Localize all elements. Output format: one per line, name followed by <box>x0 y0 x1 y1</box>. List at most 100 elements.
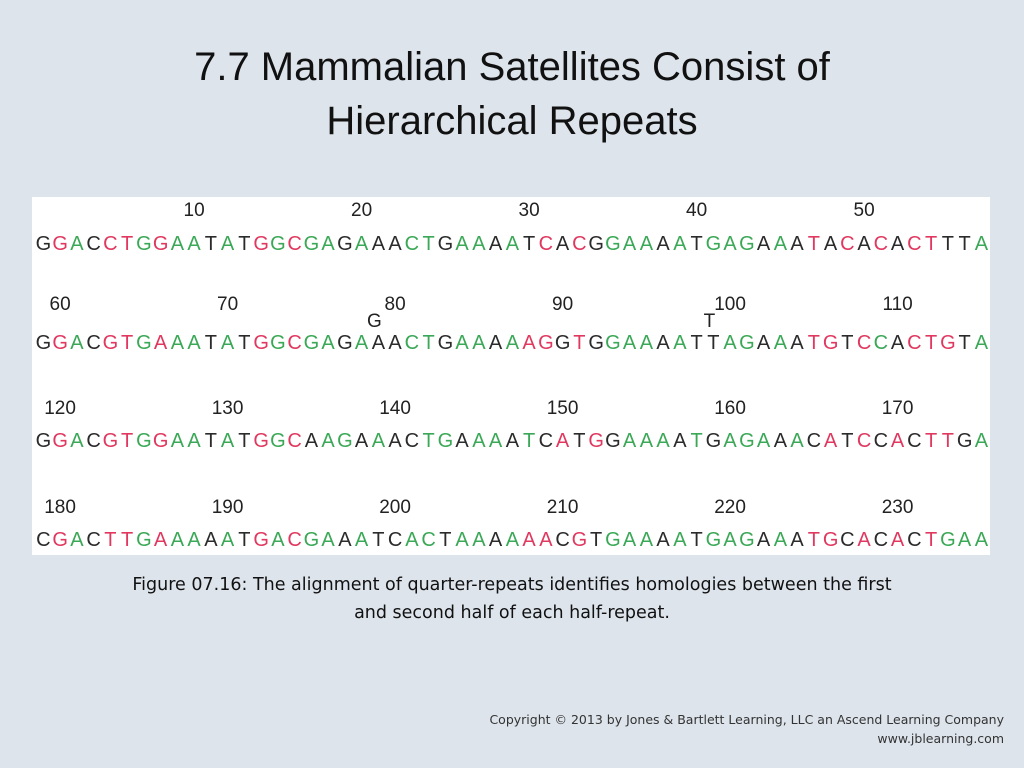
nucleotide: C <box>388 529 402 551</box>
nucleotide: A <box>857 233 871 255</box>
nucleotide: C <box>572 233 586 255</box>
nucleotide: A <box>790 529 804 551</box>
nucleotide: A <box>891 233 905 255</box>
nucleotide: G <box>706 233 722 255</box>
nucleotide: G <box>555 332 571 354</box>
nucleotide: G <box>136 332 152 354</box>
nucleotide: T <box>690 332 702 354</box>
nucleotide: A <box>958 529 972 551</box>
nucleotide: T <box>523 430 535 452</box>
nucleotide: C <box>86 233 100 255</box>
copyright-text: Copyright © 2013 by Jones & Bartlett Lea… <box>489 712 1004 727</box>
nucleotide: G <box>253 529 269 551</box>
slide-title: 7.7 Mammalian Satellites Consist of Hier… <box>194 45 830 143</box>
nucleotide: A <box>221 430 235 452</box>
nucleotide: A <box>757 233 771 255</box>
nucleotide: A <box>455 233 469 255</box>
nucleotide: G <box>588 430 604 452</box>
nucleotide: G <box>572 529 588 551</box>
nucleotide: T <box>958 332 970 354</box>
nucleotide: G <box>940 529 956 551</box>
nucleotide: C <box>857 430 871 452</box>
nucleotide: T <box>573 332 585 354</box>
nucleotide: C <box>807 430 821 452</box>
nucleotide: G <box>136 233 152 255</box>
nucleotide: T <box>942 430 954 452</box>
nucleotide: G <box>605 430 621 452</box>
nucleotide: A <box>355 430 369 452</box>
nucleotide: A <box>372 430 386 452</box>
nucleotide: T <box>841 332 853 354</box>
nucleotide: A <box>623 332 637 354</box>
nucleotide: A <box>975 430 989 452</box>
nucleotide: A <box>656 332 670 354</box>
position-label: 110 <box>882 294 912 315</box>
nucleotide: A <box>204 529 218 551</box>
nucleotide: G <box>270 332 286 354</box>
nucleotide: G <box>823 529 839 551</box>
nucleotide: A <box>975 332 989 354</box>
nucleotide: T <box>205 430 217 452</box>
nucleotide: A <box>673 233 687 255</box>
nucleotide: A <box>187 233 201 255</box>
nucleotide: C <box>874 233 888 255</box>
nucleotide: G <box>438 233 454 255</box>
nucleotide: A <box>723 430 737 452</box>
nucleotide: C <box>539 430 553 452</box>
nucleotide: C <box>86 529 100 551</box>
nucleotide: G <box>36 430 52 452</box>
nucleotide: T <box>439 529 451 551</box>
nucleotide: A <box>857 529 871 551</box>
position-label: 90 <box>552 294 573 315</box>
nucleotide: G <box>739 233 755 255</box>
position-label: 190 <box>212 497 244 518</box>
nucleotide: T <box>238 430 250 452</box>
nucleotide: A <box>774 430 788 452</box>
nucleotide: C <box>907 430 921 452</box>
nucleotide: T <box>205 233 217 255</box>
nucleotide: T <box>808 233 820 255</box>
nucleotide: A <box>656 430 670 452</box>
nucleotide: T <box>121 529 133 551</box>
nucleotide: A <box>673 430 687 452</box>
nucleotide: G <box>438 332 454 354</box>
nucleotide: A <box>623 430 637 452</box>
alignment-row: 10 20 30 40 50G G A C C T G G A A T A T G G C G A G A A A C T G A A A A T… <box>36 200 989 255</box>
nucleotide: A <box>975 529 989 551</box>
nucleotide: G <box>304 332 320 354</box>
nucleotide: T <box>238 332 250 354</box>
copyright-notice: Copyright © 2013 by Jones & Bartlett Lea… <box>489 710 1004 748</box>
nucleotide: G <box>438 430 454 452</box>
nucleotide: T <box>104 529 116 551</box>
nucleotide: A <box>355 233 369 255</box>
nucleotide: A <box>455 332 469 354</box>
nucleotide: A <box>455 529 469 551</box>
inserted-base: G <box>367 311 382 332</box>
nucleotide: G <box>52 529 68 551</box>
position-label: 80 <box>385 294 406 315</box>
nucleotide: G <box>136 430 152 452</box>
nucleotide: A <box>757 430 771 452</box>
nucleotide: A <box>774 529 788 551</box>
nucleotide: T <box>121 430 133 452</box>
nucleotide: A <box>372 332 386 354</box>
nucleotide: C <box>539 233 553 255</box>
nucleotide: G <box>304 529 320 551</box>
nucleotide: A <box>355 529 369 551</box>
nucleotide: A <box>154 332 168 354</box>
nucleotide: C <box>874 529 888 551</box>
nucleotide: A <box>472 332 486 354</box>
position-label: 20 <box>351 200 372 221</box>
nucleotide: A <box>187 430 201 452</box>
nucleotide: G <box>153 430 169 452</box>
nucleotide: A <box>489 233 503 255</box>
position-label: 180 <box>44 497 76 518</box>
position-label: 70 <box>217 294 238 315</box>
nucleotide: A <box>757 332 771 354</box>
nucleotide: A <box>539 529 553 551</box>
nucleotide: A <box>405 529 419 551</box>
nucleotide: A <box>70 529 84 551</box>
nucleotide: A <box>790 233 804 255</box>
nucleotide: G <box>270 233 286 255</box>
